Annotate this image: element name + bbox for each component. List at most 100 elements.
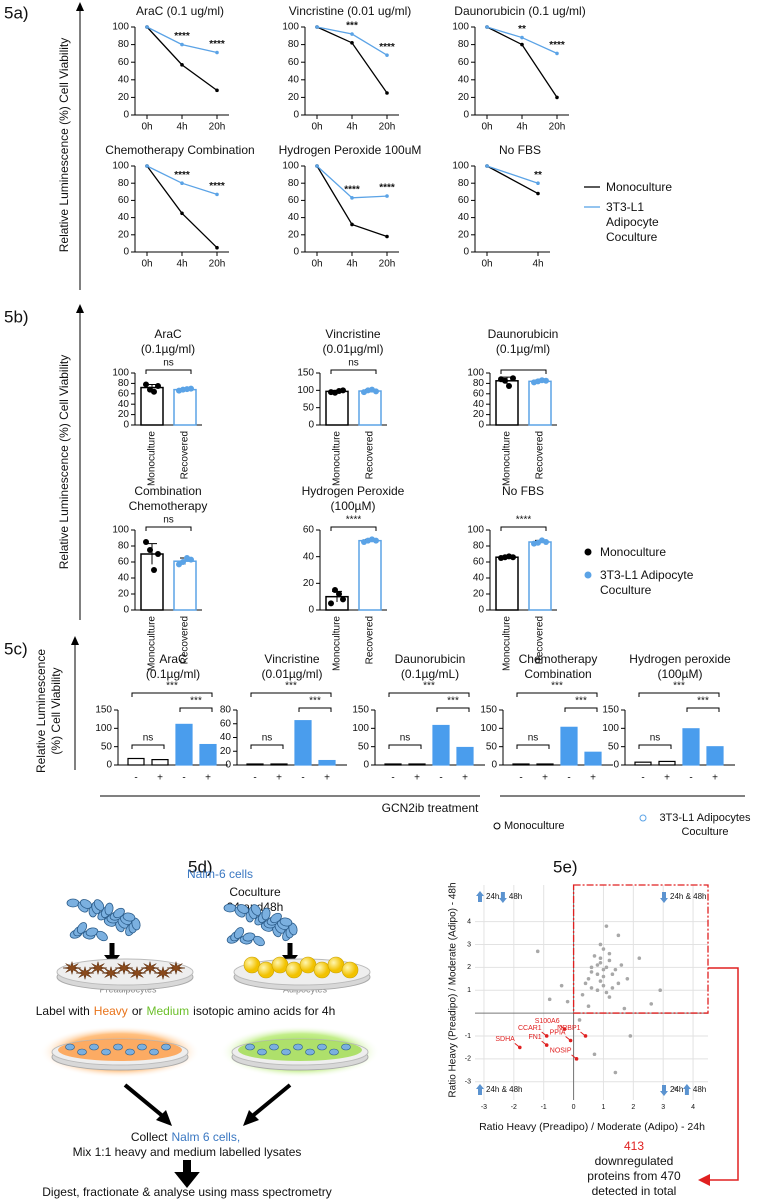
significance: ns bbox=[528, 733, 539, 744]
adipocyte bbox=[271, 956, 289, 974]
y-tick-label: 80 bbox=[458, 39, 470, 50]
y-tick-label: 0 bbox=[225, 760, 231, 771]
x-tick-label: - bbox=[253, 773, 256, 784]
bracket bbox=[638, 692, 720, 697]
x-tick-label: Monoculture bbox=[502, 616, 513, 671]
y-tick-label: 100 bbox=[452, 22, 469, 33]
bar bbox=[408, 763, 426, 766]
y-tick-label: 40 bbox=[303, 551, 315, 562]
x-tick-label: -2 bbox=[511, 1104, 517, 1111]
x-tick-label: + bbox=[462, 773, 468, 784]
mean-point bbox=[536, 191, 540, 196]
chart-title: No FBS bbox=[499, 143, 541, 157]
y-tick-label: 20 bbox=[220, 746, 232, 757]
highlight-label: CCAR1 bbox=[518, 1025, 542, 1032]
y-tick-label: 100 bbox=[95, 723, 112, 734]
significance: *** bbox=[166, 681, 178, 692]
significance: ns bbox=[163, 358, 174, 369]
data-point bbox=[607, 951, 612, 956]
cell bbox=[104, 902, 114, 916]
y-tick-label: 80 bbox=[220, 705, 232, 716]
cell bbox=[242, 932, 256, 942]
panel-label: 5c) bbox=[4, 639, 28, 658]
series-line bbox=[316, 26, 388, 94]
x-tick-label: 20h bbox=[209, 259, 226, 270]
arrow-shaft bbox=[287, 943, 293, 955]
cell bbox=[122, 912, 136, 922]
y-tick-label: 3 bbox=[467, 941, 471, 948]
y-tick-label: 50 bbox=[101, 741, 113, 752]
bar bbox=[173, 560, 197, 611]
bar bbox=[495, 556, 519, 611]
leader bbox=[514, 1043, 521, 1048]
leader bbox=[559, 1024, 565, 1030]
arrow-head bbox=[698, 1174, 710, 1186]
bar bbox=[512, 763, 530, 766]
series-line bbox=[486, 165, 539, 195]
mean-point bbox=[485, 164, 489, 168]
chart-subtitle: (0.01µg/ml) bbox=[262, 667, 323, 681]
significance: ns bbox=[348, 358, 359, 369]
y-tick-label: 60 bbox=[118, 57, 130, 68]
y-tick-label: 20 bbox=[118, 92, 130, 103]
x-tick-label: - bbox=[567, 773, 570, 784]
cell bbox=[223, 903, 237, 913]
x-tick-label: - bbox=[689, 773, 692, 784]
y-tick-label: 1 bbox=[467, 987, 471, 994]
x-tick-label: - bbox=[439, 773, 442, 784]
x-tick-label: - bbox=[519, 773, 522, 784]
y-tick-label: 0 bbox=[308, 420, 314, 431]
adipocyte bbox=[257, 961, 275, 979]
selection-box bbox=[572, 884, 709, 1014]
data-point bbox=[628, 1034, 633, 1038]
y-tick-label: 40 bbox=[288, 212, 300, 223]
x-tick-label: 20h bbox=[549, 122, 566, 133]
chart-title: Hydrogen Peroxide bbox=[302, 484, 405, 498]
legend-label: 3T3-L1 Adipocytes Coculture bbox=[659, 812, 751, 838]
y-tick-label: 20 bbox=[458, 229, 470, 240]
y-tick-label: 40 bbox=[118, 212, 130, 223]
y-tick-label: 0 bbox=[106, 760, 112, 771]
adipocyte bbox=[285, 961, 303, 979]
data-point bbox=[586, 1004, 591, 1009]
y-tick-label: 0 bbox=[478, 420, 484, 431]
mean-point bbox=[485, 25, 489, 29]
bracket bbox=[500, 369, 547, 374]
y-tick-label: 100 bbox=[352, 723, 369, 734]
bracket bbox=[145, 369, 192, 374]
y-tick-label: 50 bbox=[303, 402, 315, 413]
data-point bbox=[328, 600, 334, 607]
y-tick-label: 60 bbox=[473, 388, 485, 399]
chart-subtitle: (0.01µg/ml) bbox=[323, 342, 384, 356]
bar bbox=[528, 541, 552, 611]
quadrant-arrow bbox=[476, 1084, 484, 1095]
x-tick-label: + bbox=[590, 773, 596, 784]
highlight-label: S100A6 bbox=[535, 1018, 560, 1025]
x-tick-label: 0h bbox=[481, 259, 492, 270]
data-point bbox=[589, 986, 594, 990]
panel-label: 5b) bbox=[4, 307, 29, 326]
bar bbox=[634, 761, 652, 766]
arrow-shaft bbox=[183, 1160, 191, 1172]
y-tick-label: 0 bbox=[293, 247, 299, 258]
mean-point bbox=[180, 211, 184, 216]
cell bbox=[96, 930, 108, 942]
cell bbox=[269, 1043, 279, 1051]
x-tick-label: 0h bbox=[141, 122, 152, 133]
significance: **** bbox=[174, 170, 190, 181]
y-tick-label: 100 bbox=[282, 22, 299, 33]
chart-title: Daunorubicin bbox=[395, 652, 466, 666]
arrow-shaft bbox=[109, 943, 115, 955]
cell bbox=[79, 899, 93, 909]
cell bbox=[137, 1043, 147, 1051]
arrow-head bbox=[243, 1110, 259, 1126]
adipocyte bbox=[313, 961, 331, 979]
data-point bbox=[583, 981, 588, 986]
data-point bbox=[619, 963, 624, 967]
cell bbox=[293, 1043, 303, 1051]
mix-label: Mix 1:1 heavy and medium labelled lysate… bbox=[73, 1145, 302, 1159]
y-tick-label: 150 bbox=[297, 368, 314, 379]
data-point bbox=[598, 960, 603, 965]
chart-title: Chemotherapy Combination bbox=[105, 143, 254, 157]
